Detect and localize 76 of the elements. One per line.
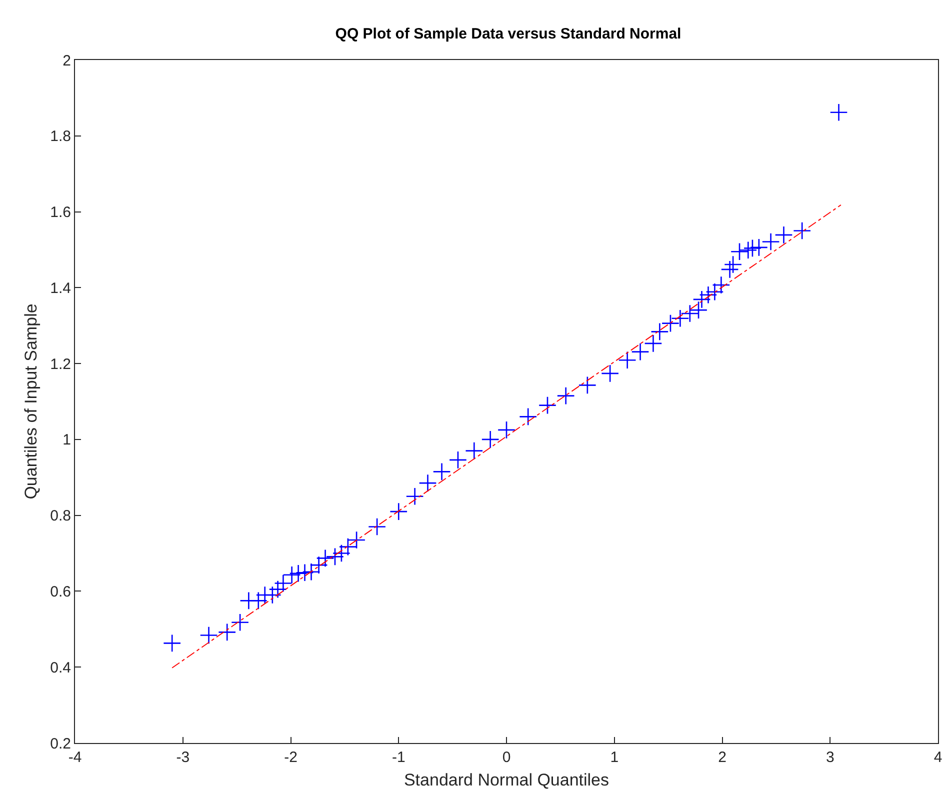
x-tick-label: -3 — [176, 749, 190, 766]
point — [830, 103, 848, 122]
point — [739, 241, 758, 260]
point — [481, 430, 500, 448]
point — [348, 530, 366, 550]
point — [448, 450, 468, 469]
x-tick-label: -1 — [392, 749, 406, 766]
point — [743, 239, 762, 258]
point — [390, 502, 408, 521]
point — [497, 420, 516, 440]
point — [793, 222, 812, 240]
x-tick-label: 1 — [610, 749, 619, 766]
point — [601, 364, 620, 382]
point — [296, 564, 314, 582]
point — [200, 626, 218, 644]
point — [338, 538, 357, 556]
point — [418, 474, 437, 492]
point — [302, 562, 320, 581]
x-tick-label: 4 — [934, 749, 942, 766]
y-tick-label: 1 — [62, 432, 71, 449]
point — [680, 304, 699, 323]
x-tick-label: 3 — [826, 749, 834, 766]
point — [263, 586, 282, 604]
point — [618, 351, 636, 370]
point — [706, 282, 724, 301]
y-tick-label: 2 — [62, 52, 71, 70]
point — [282, 566, 301, 584]
point — [556, 386, 575, 405]
chart-title: QQ Plot of Sample Data versus Standard Normal — [335, 26, 682, 43]
point — [699, 286, 718, 304]
point — [671, 309, 690, 328]
y-tick-label: 0.2 — [50, 735, 71, 752]
point — [268, 580, 287, 598]
y-tick-label: 0.8 — [50, 508, 71, 525]
point — [692, 290, 711, 308]
point — [310, 556, 328, 574]
point — [368, 518, 386, 536]
y-tick-label: 1.4 — [50, 280, 71, 297]
y-tick-label: 0.6 — [50, 583, 71, 600]
y-axis-title: Quantiles of Input Sample — [22, 304, 41, 500]
y-tick-label: 1.6 — [50, 204, 71, 222]
point — [249, 592, 268, 610]
point — [578, 376, 596, 394]
x-tick-label: 0 — [502, 749, 511, 766]
point — [631, 342, 650, 361]
point — [326, 548, 344, 566]
point — [661, 314, 680, 332]
point — [644, 334, 662, 352]
point — [730, 242, 749, 261]
x-tick-label: -4 — [68, 749, 82, 766]
y-tick-label: 0.4 — [50, 659, 71, 676]
point — [274, 574, 292, 592]
point — [332, 544, 350, 562]
x-tick-label: -2 — [284, 749, 298, 766]
point — [406, 487, 424, 506]
x-axis-title: Standard Normal Quantiles — [404, 770, 610, 790]
point — [163, 634, 182, 652]
point — [712, 276, 730, 294]
point — [289, 564, 308, 582]
point — [519, 408, 538, 426]
point — [724, 255, 742, 274]
point — [316, 549, 334, 568]
point — [231, 613, 250, 632]
x-tick-label: 2 — [718, 749, 726, 766]
point — [218, 623, 236, 642]
point — [538, 396, 557, 414]
y-tick-label: 1.2 — [50, 356, 71, 373]
point — [650, 322, 669, 341]
point — [465, 442, 484, 460]
point — [689, 301, 708, 320]
point — [774, 226, 793, 244]
point — [750, 238, 768, 256]
point — [762, 232, 780, 251]
point — [432, 462, 451, 481]
y-tick-label: 1.8 — [50, 128, 71, 146]
point — [720, 260, 739, 278]
